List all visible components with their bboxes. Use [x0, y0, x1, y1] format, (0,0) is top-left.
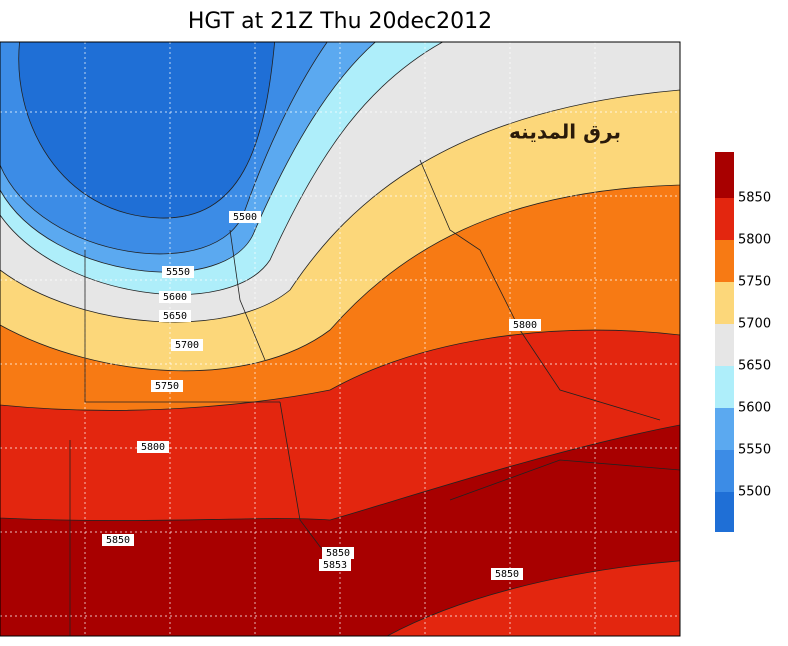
contour-label-box	[509, 319, 541, 331]
map	[0, 42, 680, 636]
contour-label: 5850	[326, 548, 350, 559]
colorbar-label: 5650	[738, 359, 771, 374]
contour-label-box	[322, 547, 354, 559]
colorbar-label: 5600	[738, 401, 771, 416]
colorbar-label: 5500	[738, 485, 771, 500]
band	[18, 42, 276, 219]
contour-label: 5550	[166, 267, 190, 278]
contour-label: 5600	[163, 292, 187, 303]
contour-label: 5853	[323, 560, 347, 571]
contour-label: 5800	[513, 320, 537, 331]
colorbar-swatch	[715, 152, 734, 198]
contour-label-box	[171, 339, 203, 351]
colorbar-swatch	[715, 324, 734, 366]
colorbar-swatch	[715, 492, 734, 532]
borders	[69, 159, 680, 636]
contour-label: 5500	[233, 212, 257, 223]
colorbar-swatch	[715, 282, 734, 324]
band	[386, 560, 680, 636]
contour-label: 5700	[175, 340, 199, 351]
map-frame	[0, 41, 681, 637]
contour-label-box	[159, 291, 191, 303]
colorbar-label: 5700	[738, 317, 771, 332]
contour-label-box	[491, 568, 523, 580]
contour-label: 5750	[155, 381, 179, 392]
contour-label-box	[229, 211, 261, 223]
colorbar-label: 5800	[738, 233, 771, 248]
colorbar: 5500 5550 5600 5650 5700 5750 5800 5850	[715, 152, 771, 532]
colorbar-swatch	[715, 240, 734, 282]
watermark: برق المدينه	[509, 120, 621, 144]
colorbar-label: 5750	[738, 275, 771, 290]
contour-label: 5650	[163, 311, 187, 322]
contour-label: 5850	[106, 535, 130, 546]
contour-label: 5850	[495, 569, 519, 580]
colorbar-swatch	[715, 450, 734, 492]
contour-label-box	[151, 380, 183, 392]
contour-label: 5800	[141, 442, 165, 453]
colorbar-label: 5850	[738, 191, 771, 206]
contour-label-box	[102, 534, 134, 546]
map-title: HGT at 21Z Thu 20dec2012	[188, 9, 492, 34]
colorbar-swatch	[715, 366, 734, 408]
colorbar-label: 5550	[738, 443, 771, 458]
contour-label-box	[137, 441, 169, 453]
colorbar-swatch	[715, 198, 734, 240]
contour-label-box	[159, 310, 191, 322]
contour-label-box	[319, 559, 351, 571]
contour-label-box	[162, 266, 194, 278]
colorbar-swatch	[715, 408, 734, 450]
